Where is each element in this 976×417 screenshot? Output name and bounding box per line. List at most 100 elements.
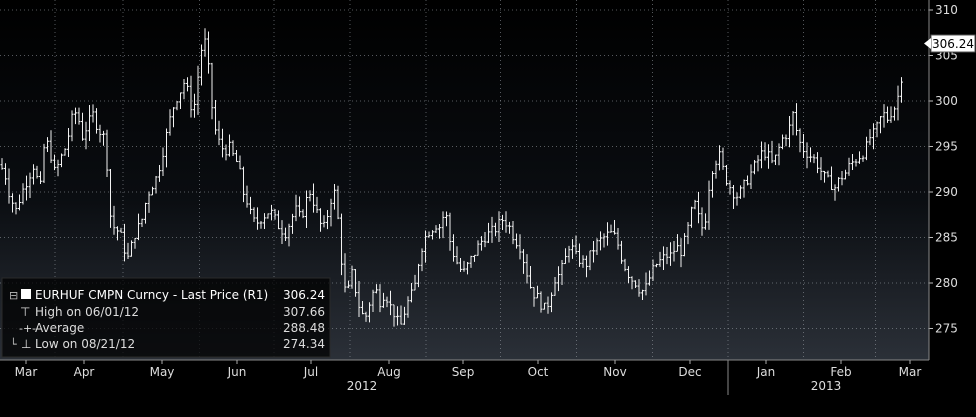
ohlc-bar bbox=[571, 239, 574, 259]
ohlc-bar bbox=[900, 77, 903, 103]
ohlc-bar bbox=[182, 78, 186, 100]
ohlc-bar bbox=[879, 116, 882, 134]
ohlc-bar bbox=[336, 185, 340, 220]
ohlc-bar bbox=[354, 269, 357, 297]
ohlc-bar bbox=[791, 110, 795, 136]
ohlc-bar bbox=[760, 141, 763, 169]
legend-box bbox=[1, 277, 331, 358]
ohlc-bar bbox=[529, 266, 532, 289]
legend-value-low: 274.34 bbox=[283, 337, 325, 351]
ohlc-bar bbox=[588, 250, 592, 271]
ohlc-bar bbox=[581, 255, 585, 268]
ohlc-bar bbox=[837, 177, 840, 192]
ohlc-bar bbox=[662, 246, 665, 270]
ohlc-bar bbox=[203, 28, 207, 57]
ohlc-bar bbox=[77, 107, 81, 125]
ohlc-bar bbox=[441, 211, 445, 239]
ohlc-bar bbox=[725, 164, 728, 186]
ohlc-bar bbox=[172, 107, 175, 128]
low-marker-icon: ⊥ bbox=[21, 337, 31, 351]
ohlc-bar bbox=[858, 151, 861, 164]
ohlc-bar bbox=[679, 238, 683, 268]
ohlc-bar bbox=[399, 305, 403, 325]
x-tick-label: Jun bbox=[227, 365, 247, 379]
y-tick-label: 290 bbox=[935, 185, 958, 199]
y-tick-label: 275 bbox=[935, 322, 958, 336]
average-marker-icon: -+- bbox=[19, 322, 36, 335]
ohlc-bar bbox=[875, 121, 879, 138]
ohlc-bar bbox=[448, 212, 452, 251]
ohlc-bar bbox=[599, 231, 602, 251]
ohlc-bar bbox=[350, 265, 354, 289]
ohlc-bar bbox=[56, 159, 60, 177]
ohlc-bar bbox=[46, 137, 49, 152]
ohlc-bar bbox=[550, 292, 553, 313]
ohlc-bar bbox=[767, 144, 770, 169]
ohlc-bar bbox=[343, 253, 347, 293]
last-price-marker: 306.24 bbox=[924, 34, 976, 53]
x-tick-label: Oct bbox=[528, 365, 549, 379]
ohlc-bar bbox=[735, 192, 739, 206]
y-tick-label: 310 bbox=[935, 3, 958, 17]
ohlc-bar bbox=[634, 280, 637, 288]
ohlc-bar bbox=[364, 311, 368, 322]
ohlc-bar bbox=[53, 154, 56, 171]
ohlc-bar bbox=[438, 223, 441, 239]
ohlc-bar bbox=[665, 247, 669, 265]
ohlc-bar bbox=[823, 170, 826, 183]
ohlc-bar bbox=[795, 103, 798, 136]
ohlc-bar bbox=[508, 221, 511, 234]
ohlc-bar bbox=[245, 185, 249, 208]
ohlc-bar bbox=[161, 147, 165, 177]
ohlc-bar bbox=[805, 142, 809, 169]
ohlc-bar bbox=[690, 206, 693, 228]
ohlc-bar bbox=[273, 209, 277, 220]
ohlc-bar bbox=[28, 172, 32, 198]
ohlc-bar bbox=[396, 306, 399, 326]
ohlc-bar bbox=[49, 130, 53, 164]
ohlc-bar bbox=[672, 241, 676, 262]
ohlc-bar bbox=[84, 121, 88, 150]
legend: ⊟ EURHUF CMPN Curncy - Last Price (R1) 3… bbox=[1, 277, 331, 358]
ohlc-bar bbox=[434, 225, 438, 234]
x-tick-label: Jul bbox=[303, 365, 318, 379]
x-tick-label: Feb bbox=[830, 365, 851, 379]
ohlc-bar bbox=[742, 179, 746, 198]
ohlc-bar bbox=[266, 213, 270, 219]
ohlc-bar bbox=[721, 147, 725, 170]
ohlc-bar bbox=[501, 214, 504, 230]
ohlc-bar bbox=[553, 277, 557, 296]
ohlc-bar bbox=[536, 285, 539, 299]
ohlc-bar bbox=[483, 232, 487, 248]
ohlc-bar bbox=[385, 296, 389, 308]
x-tick-label: Dec bbox=[678, 365, 701, 379]
ohlc-bar bbox=[375, 284, 378, 294]
ohlc-bar bbox=[714, 160, 718, 179]
ohlc-bar bbox=[641, 289, 644, 301]
ohlc-bar bbox=[312, 183, 315, 213]
ohlc-bar bbox=[123, 223, 126, 262]
ohlc-bar bbox=[371, 289, 375, 313]
ohlc-bar bbox=[189, 75, 193, 118]
ohlc-bar bbox=[788, 115, 791, 148]
legend-label-low: Low on 08/21/12 bbox=[35, 337, 135, 351]
ohlc-bar bbox=[798, 128, 802, 153]
ohlc-bar bbox=[235, 149, 238, 163]
ohlc-bar bbox=[525, 254, 529, 284]
ohlc-bar bbox=[882, 104, 886, 128]
ohlc-bar bbox=[25, 175, 28, 201]
ohlc-bar bbox=[315, 196, 319, 214]
ohlc-bar bbox=[18, 194, 21, 211]
ohlc-bar bbox=[168, 109, 172, 136]
ohlc-bar bbox=[109, 169, 112, 228]
ohlc-bar bbox=[497, 211, 501, 243]
ohlc-bar bbox=[406, 296, 410, 318]
ohlc-bar bbox=[238, 155, 242, 170]
ohlc-bar bbox=[378, 284, 382, 313]
ohlc-bar bbox=[112, 205, 116, 235]
ohlc-bar bbox=[298, 196, 301, 217]
ohlc-bar bbox=[154, 175, 158, 194]
ohlc-bar bbox=[812, 154, 816, 164]
ohlc-bar bbox=[217, 120, 221, 146]
ohlc-bar bbox=[319, 208, 322, 232]
